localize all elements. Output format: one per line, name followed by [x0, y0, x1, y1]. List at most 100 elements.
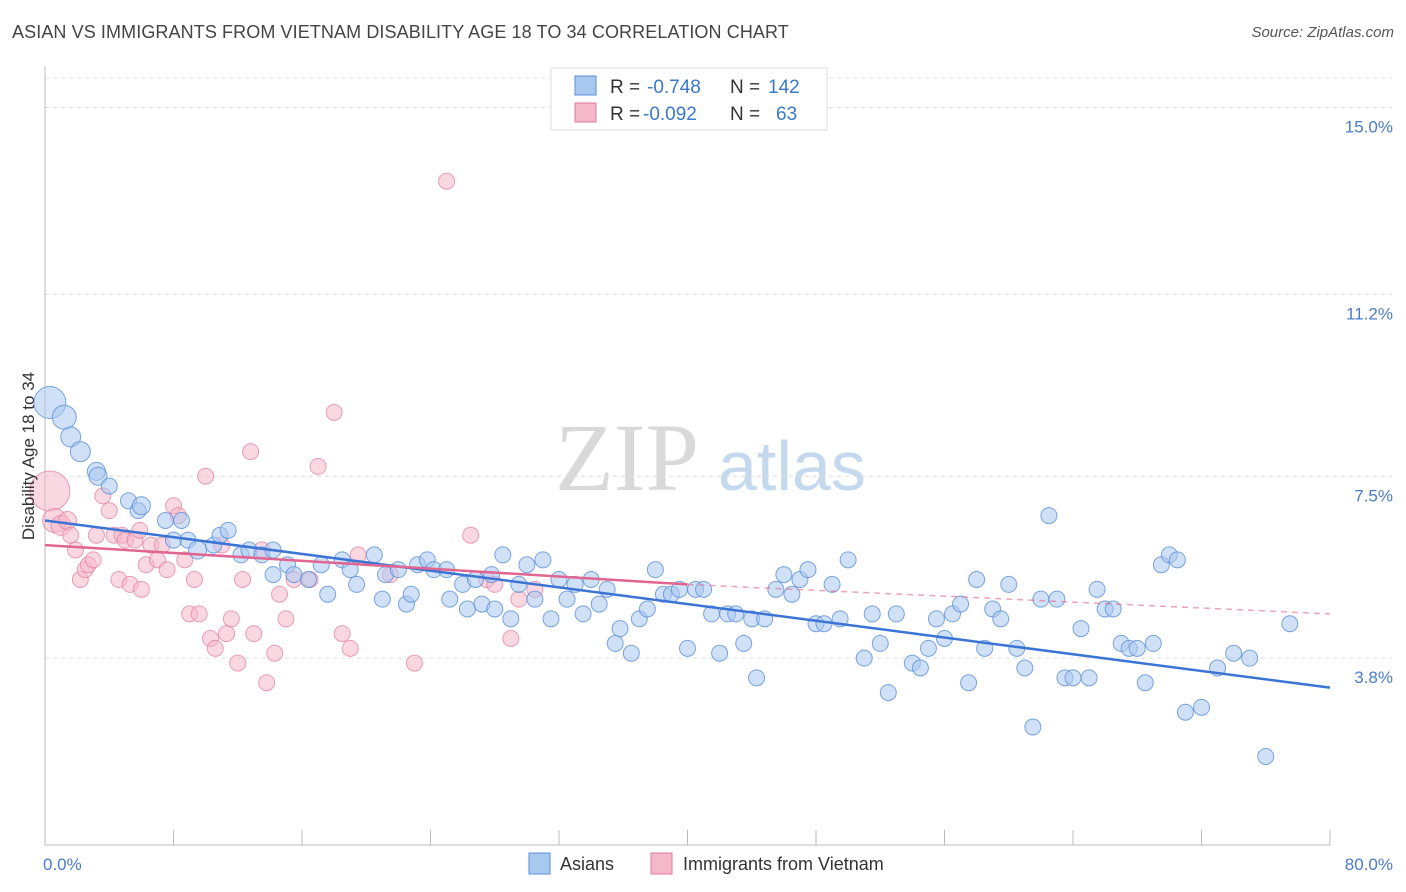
- asians-point: [727, 605, 745, 623]
- legend-n-value: 63: [776, 104, 797, 125]
- vietnam-point: [405, 654, 423, 672]
- vietnam-point: [67, 541, 85, 559]
- asians-point: [887, 605, 905, 623]
- legend-row-vietnam: R = -0.092 N = 63: [574, 102, 797, 125]
- asians-point: [402, 585, 420, 603]
- vietnam-point: [309, 457, 327, 475]
- vietnam-point: [185, 571, 203, 588]
- asians-point: [100, 477, 118, 495]
- asians-point: [1136, 674, 1154, 692]
- top-legend: R = -0.748 N = 142 R = -0.092 N = 63: [550, 67, 828, 131]
- vietnam-point: [242, 443, 260, 461]
- vietnam-point: [218, 625, 236, 643]
- asians-point: [1032, 590, 1050, 608]
- asians-point: [968, 571, 986, 588]
- bottom-legend-label-asians: Asians: [560, 854, 614, 874]
- bottom-legend: Asians Immigrants from Vietnam: [528, 852, 884, 875]
- source-credit: Source: ZipAtlas.com: [1251, 24, 1394, 41]
- vietnam-point: [341, 639, 359, 657]
- asians-point: [1040, 507, 1058, 525]
- asians-point: [767, 580, 785, 598]
- asians-point: [799, 561, 817, 579]
- vietnam-point: [510, 590, 528, 608]
- vietnam-point: [325, 403, 343, 421]
- vietnam-point: [131, 521, 149, 539]
- legend-swatch-vietnam: [574, 102, 597, 123]
- asians-point: [51, 404, 77, 430]
- x-tick-label-max: 80.0%: [1345, 855, 1393, 874]
- asians-point: [341, 561, 359, 579]
- asians-point: [711, 644, 729, 662]
- asians-trend-line: [44, 519, 1331, 689]
- asians-point: [1088, 580, 1106, 598]
- asians-point: [60, 426, 82, 448]
- asians-point: [131, 496, 151, 516]
- asians-point: [783, 585, 801, 603]
- asians-point: [1257, 748, 1275, 765]
- legend-n-label: N =: [730, 104, 760, 125]
- asians-point: [927, 610, 945, 628]
- asians-point: [1016, 659, 1034, 677]
- vietnam-point: [222, 610, 240, 628]
- asians-point: [550, 571, 568, 588]
- bottom-legend-label-vietnam: Immigrants from Vietnam: [683, 854, 884, 874]
- asians-point: [173, 512, 191, 529]
- vietnam-point: [100, 502, 118, 520]
- asians-point: [502, 610, 520, 628]
- legend-swatch-asians: [574, 75, 597, 96]
- asians-point: [348, 575, 366, 593]
- vietnam-trend-line: [44, 543, 688, 586]
- asians-point: [871, 634, 889, 652]
- asians-point: [1128, 639, 1146, 657]
- asians-point: [611, 620, 629, 638]
- asians-point: [679, 639, 696, 657]
- asians-point: [264, 566, 282, 584]
- asians-point: [590, 595, 608, 613]
- vietnam-point: [206, 639, 224, 657]
- asians-point: [1080, 669, 1098, 687]
- asians-point: [1104, 600, 1122, 618]
- vietnam-point: [132, 580, 150, 598]
- vietnam-point: [234, 571, 252, 588]
- asians-point: [735, 634, 753, 652]
- bottom-legend-swatch-asians: [528, 852, 551, 875]
- vietnam-trend-extension: [687, 583, 1331, 615]
- asians-point: [1072, 620, 1090, 638]
- asians-point: [299, 571, 317, 588]
- asians-point: [879, 684, 897, 702]
- asians-point: [312, 556, 330, 574]
- vietnam-point: [197, 467, 215, 485]
- asians-point: [458, 600, 476, 618]
- asians-point: [1048, 590, 1066, 608]
- asians-point: [389, 561, 407, 579]
- asians-point: [574, 605, 592, 623]
- vietnam-point: [266, 644, 284, 662]
- vietnam-point: [87, 526, 105, 544]
- legend-r-label: R =: [610, 104, 640, 125]
- asians-point: [695, 580, 713, 598]
- vietnam-point: [57, 511, 77, 530]
- asians-point: [839, 551, 857, 569]
- asians-point: [373, 590, 391, 608]
- axes: [44, 66, 1331, 846]
- asians-point: [748, 669, 766, 687]
- asians-point: [1176, 703, 1194, 721]
- legend-r-label: R =: [610, 77, 640, 98]
- asians-point: [646, 561, 664, 579]
- legend-n-label: N =: [730, 77, 760, 98]
- vietnam-point: [258, 674, 276, 692]
- vietnam-point: [62, 526, 80, 544]
- asians-point: [165, 531, 182, 549]
- y-axis-label: Disability Age 18 to 34: [19, 372, 38, 540]
- asians-point: [319, 585, 337, 603]
- bottom-legend-swatch-vietnam: [650, 852, 673, 875]
- asians-point: [518, 556, 536, 574]
- legend-r-value: -0.092: [643, 104, 697, 125]
- gridlines: [45, 77, 1392, 659]
- asians-point: [542, 610, 560, 628]
- vietnam-point: [158, 561, 176, 579]
- asians-point: [1225, 644, 1243, 662]
- watermark-atlas: atlas: [718, 427, 866, 505]
- vietnam-point: [502, 630, 520, 647]
